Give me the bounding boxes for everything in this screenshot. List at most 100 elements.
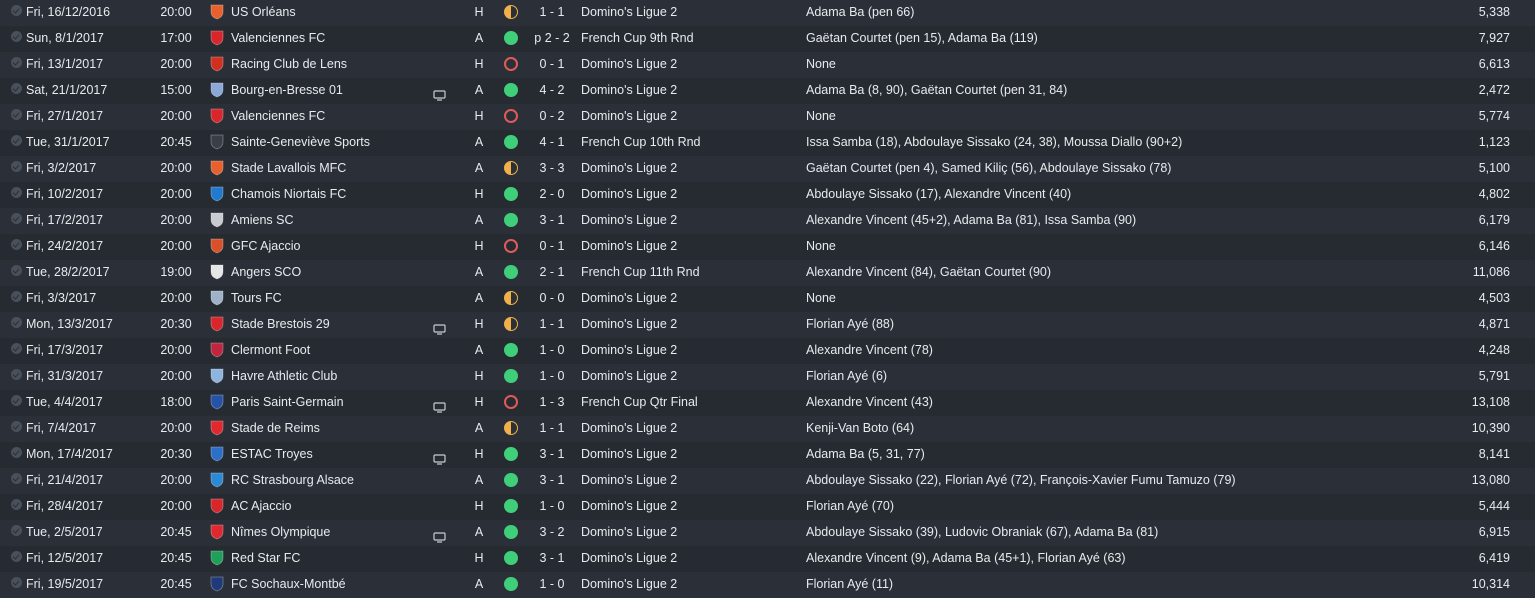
fixture-row[interactable]: Fri, 3/2/2017 20:00 Stade Lavallois MFC A 3 … <box>0 156 1535 182</box>
match-score[interactable]: 3 - 1 <box>539 551 565 565</box>
match-date[interactable]: Fri, 3/3/2017 <box>26 291 97 305</box>
competition[interactable]: Domino's Ligue 2 <box>581 343 678 357</box>
match-score[interactable]: 0 - 2 <box>539 109 565 123</box>
match-score[interactable]: 0 - 1 <box>539 57 565 71</box>
fixture-row[interactable]: Tue, 31/1/2017 20:45 Sainte-Geneviève Spor… <box>0 130 1535 156</box>
fixture-row[interactable]: Fri, 13/1/2017 20:00 Racing Club de Lens H 0… <box>0 52 1535 78</box>
match-date[interactable]: Fri, 10/2/2017 <box>26 187 104 201</box>
competition[interactable]: Domino's Ligue 2 <box>581 239 678 253</box>
opponent-team[interactable]: Angers SCO <box>231 265 302 279</box>
match-date[interactable]: Fri, 17/2/2017 <box>26 213 104 227</box>
opponent-team[interactable]: Amiens SC <box>231 213 294 227</box>
opponent-team[interactable]: Stade Brestois 29 <box>231 317 330 331</box>
fixture-row[interactable]: Fri, 7/4/2017 20:00 Stade de Reims A 1 - 1 Do… <box>0 416 1535 442</box>
match-score[interactable]: 3 - 1 <box>539 213 565 227</box>
opponent-team[interactable]: Clermont Foot <box>231 343 311 357</box>
fixture-row[interactable]: Fri, 10/2/2017 20:00 Chamois Niortais FC H 2… <box>0 182 1535 208</box>
competition[interactable]: Domino's Ligue 2 <box>581 317 678 331</box>
opponent-team[interactable]: Nîmes Olympique <box>231 525 331 539</box>
opponent-team[interactable]: AC Ajaccio <box>231 499 292 513</box>
match-date[interactable]: Mon, 13/3/2017 <box>26 317 113 331</box>
match-date[interactable]: Fri, 3/2/2017 <box>26 161 97 175</box>
match-score[interactable]: 2 - 1 <box>539 265 565 279</box>
match-score[interactable]: 0 - 1 <box>539 239 565 253</box>
match-date[interactable]: Tue, 4/4/2017 <box>26 395 103 409</box>
competition[interactable]: Domino's Ligue 2 <box>581 187 678 201</box>
competition[interactable]: Domino's Ligue 2 <box>581 499 678 513</box>
match-score[interactable]: 3 - 2 <box>539 525 565 539</box>
match-score[interactable]: 1 - 0 <box>539 369 565 383</box>
match-date[interactable]: Fri, 31/3/2017 <box>26 369 104 383</box>
competition[interactable]: Domino's Ligue 2 <box>581 577 678 591</box>
match-score[interactable]: 3 - 3 <box>539 161 565 175</box>
match-score[interactable]: 3 - 1 <box>539 447 565 461</box>
competition[interactable]: Domino's Ligue 2 <box>581 551 678 565</box>
opponent-team[interactable]: Sainte-Geneviève Sports <box>231 135 370 149</box>
opponent-team[interactable]: Racing Club de Lens <box>231 57 348 71</box>
fixture-row[interactable]: Tue, 4/4/2017 18:00 Paris Saint-Germain H 1 … <box>0 390 1535 416</box>
competition[interactable]: French Cup 11th Rnd <box>581 265 700 279</box>
match-score[interactable]: 1 - 1 <box>539 5 565 19</box>
match-score[interactable]: 4 - 2 <box>539 83 565 97</box>
match-date[interactable]: Mon, 17/4/2017 <box>26 447 113 461</box>
match-date[interactable]: Fri, 19/5/2017 <box>26 577 104 591</box>
competition[interactable]: Domino's Ligue 2 <box>581 83 678 97</box>
fixture-row[interactable]: Fri, 27/1/2017 20:00 Valenciennes FC H 0 - 2… <box>0 104 1535 130</box>
fixture-row[interactable]: Fri, 31/3/2017 20:00 Havre Athletic Club H 1… <box>0 364 1535 390</box>
opponent-team[interactable]: Stade de Reims <box>231 421 320 435</box>
opponent-team[interactable]: GFC Ajaccio <box>231 239 301 253</box>
opponent-team[interactable]: Paris Saint-Germain <box>231 395 344 409</box>
competition[interactable]: Domino's Ligue 2 <box>581 421 678 435</box>
fixture-row[interactable]: Mon, 13/3/2017 20:30 Stade Brestois 29 H 1 -… <box>0 312 1535 338</box>
match-date[interactable]: Fri, 28/4/2017 <box>26 499 104 513</box>
competition[interactable]: French Cup 9th Rnd <box>581 31 694 45</box>
competition[interactable]: French Cup 10th Rnd <box>581 135 701 149</box>
fixture-row[interactable]: Fri, 28/4/2017 20:00 AC Ajaccio H 1 - 0 Domin… <box>0 494 1535 520</box>
fixture-row[interactable]: Fri, 16/12/2016 20:00 US Orléans H 1 - 1 Domi… <box>0 0 1535 26</box>
match-date[interactable]: Fri, 13/1/2017 <box>26 57 104 71</box>
opponent-team[interactable]: Havre Athletic Club <box>231 369 338 383</box>
fixture-row[interactable]: Tue, 2/5/2017 20:45 Nîmes Olympique A 3 - 2 D… <box>0 520 1535 546</box>
match-score[interactable]: 1 - 0 <box>539 577 565 591</box>
competition[interactable]: Domino's Ligue 2 <box>581 291 678 305</box>
match-score[interactable]: p 2 - 2 <box>534 31 570 45</box>
match-date[interactable]: Tue, 28/2/2017 <box>26 265 110 279</box>
fixture-row[interactable]: Fri, 19/5/2017 20:45 FC Sochaux-Montbé A 1 -… <box>0 572 1535 598</box>
match-score[interactable]: 4 - 1 <box>539 135 565 149</box>
match-score[interactable]: 1 - 3 <box>539 395 565 409</box>
competition[interactable]: Domino's Ligue 2 <box>581 5 678 19</box>
match-date[interactable]: Sun, 8/1/2017 <box>26 31 104 45</box>
opponent-team[interactable]: RC Strasbourg Alsace <box>231 473 354 487</box>
competition[interactable]: French Cup Qtr Final <box>581 395 698 409</box>
fixture-row[interactable]: Fri, 21/4/2017 20:00 RC Strasbourg Alsace A… <box>0 468 1535 494</box>
competition[interactable]: Domino's Ligue 2 <box>581 447 678 461</box>
match-score[interactable]: 1 - 1 <box>539 421 565 435</box>
opponent-team[interactable]: US Orléans <box>231 5 296 19</box>
competition[interactable]: Domino's Ligue 2 <box>581 473 678 487</box>
fixture-row[interactable]: Fri, 24/2/2017 20:00 GFC Ajaccio H 0 - 1 Domi… <box>0 234 1535 260</box>
match-score[interactable]: 1 - 1 <box>539 317 565 331</box>
opponent-team[interactable]: Stade Lavallois MFC <box>231 161 347 175</box>
opponent-team[interactable]: Red Star FC <box>231 551 301 565</box>
competition[interactable]: Domino's Ligue 2 <box>581 525 678 539</box>
opponent-team[interactable]: ESTAC Troyes <box>231 447 313 461</box>
opponent-team[interactable]: Valenciennes FC <box>231 31 326 45</box>
competition[interactable]: Domino's Ligue 2 <box>581 109 678 123</box>
opponent-team[interactable]: Chamois Niortais FC <box>231 187 347 201</box>
match-score[interactable]: 2 - 0 <box>539 187 565 201</box>
match-date[interactable]: Tue, 31/1/2017 <box>26 135 110 149</box>
match-date[interactable]: Tue, 2/5/2017 <box>26 525 103 539</box>
fixture-row[interactable]: Fri, 17/2/2017 20:00 Amiens SC A 3 - 1 Domino… <box>0 208 1535 234</box>
fixture-row[interactable]: Fri, 3/3/2017 20:00 Tours FC A 0 - 0 Domino's… <box>0 286 1535 312</box>
match-score[interactable]: 1 - 0 <box>539 499 565 513</box>
fixture-row[interactable]: Fri, 12/5/2017 20:45 Red Star FC H 3 - 1 Domi… <box>0 546 1535 572</box>
competition[interactable]: Domino's Ligue 2 <box>581 369 678 383</box>
competition[interactable]: Domino's Ligue 2 <box>581 213 678 227</box>
match-date[interactable]: Fri, 16/12/2016 <box>26 5 111 19</box>
opponent-team[interactable]: FC Sochaux-Montbé <box>231 577 346 591</box>
match-date[interactable]: Fri, 21/4/2017 <box>26 473 104 487</box>
competition[interactable]: Domino's Ligue 2 <box>581 161 678 175</box>
match-date[interactable]: Fri, 24/2/2017 <box>26 239 104 253</box>
fixture-row[interactable]: Fri, 17/3/2017 20:00 Clermont Foot A 1 - 0 Do… <box>0 338 1535 364</box>
